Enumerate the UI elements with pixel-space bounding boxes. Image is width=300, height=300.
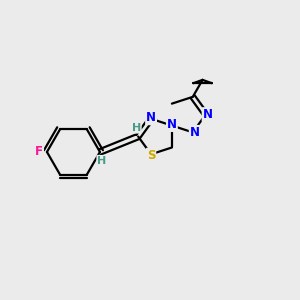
Text: N: N bbox=[202, 108, 213, 121]
Text: H: H bbox=[132, 123, 141, 133]
Text: N: N bbox=[167, 118, 177, 131]
Text: F: F bbox=[35, 146, 43, 158]
Text: H: H bbox=[97, 156, 106, 166]
Text: N: N bbox=[190, 126, 200, 139]
Text: S: S bbox=[147, 149, 155, 162]
Text: N: N bbox=[146, 111, 156, 124]
